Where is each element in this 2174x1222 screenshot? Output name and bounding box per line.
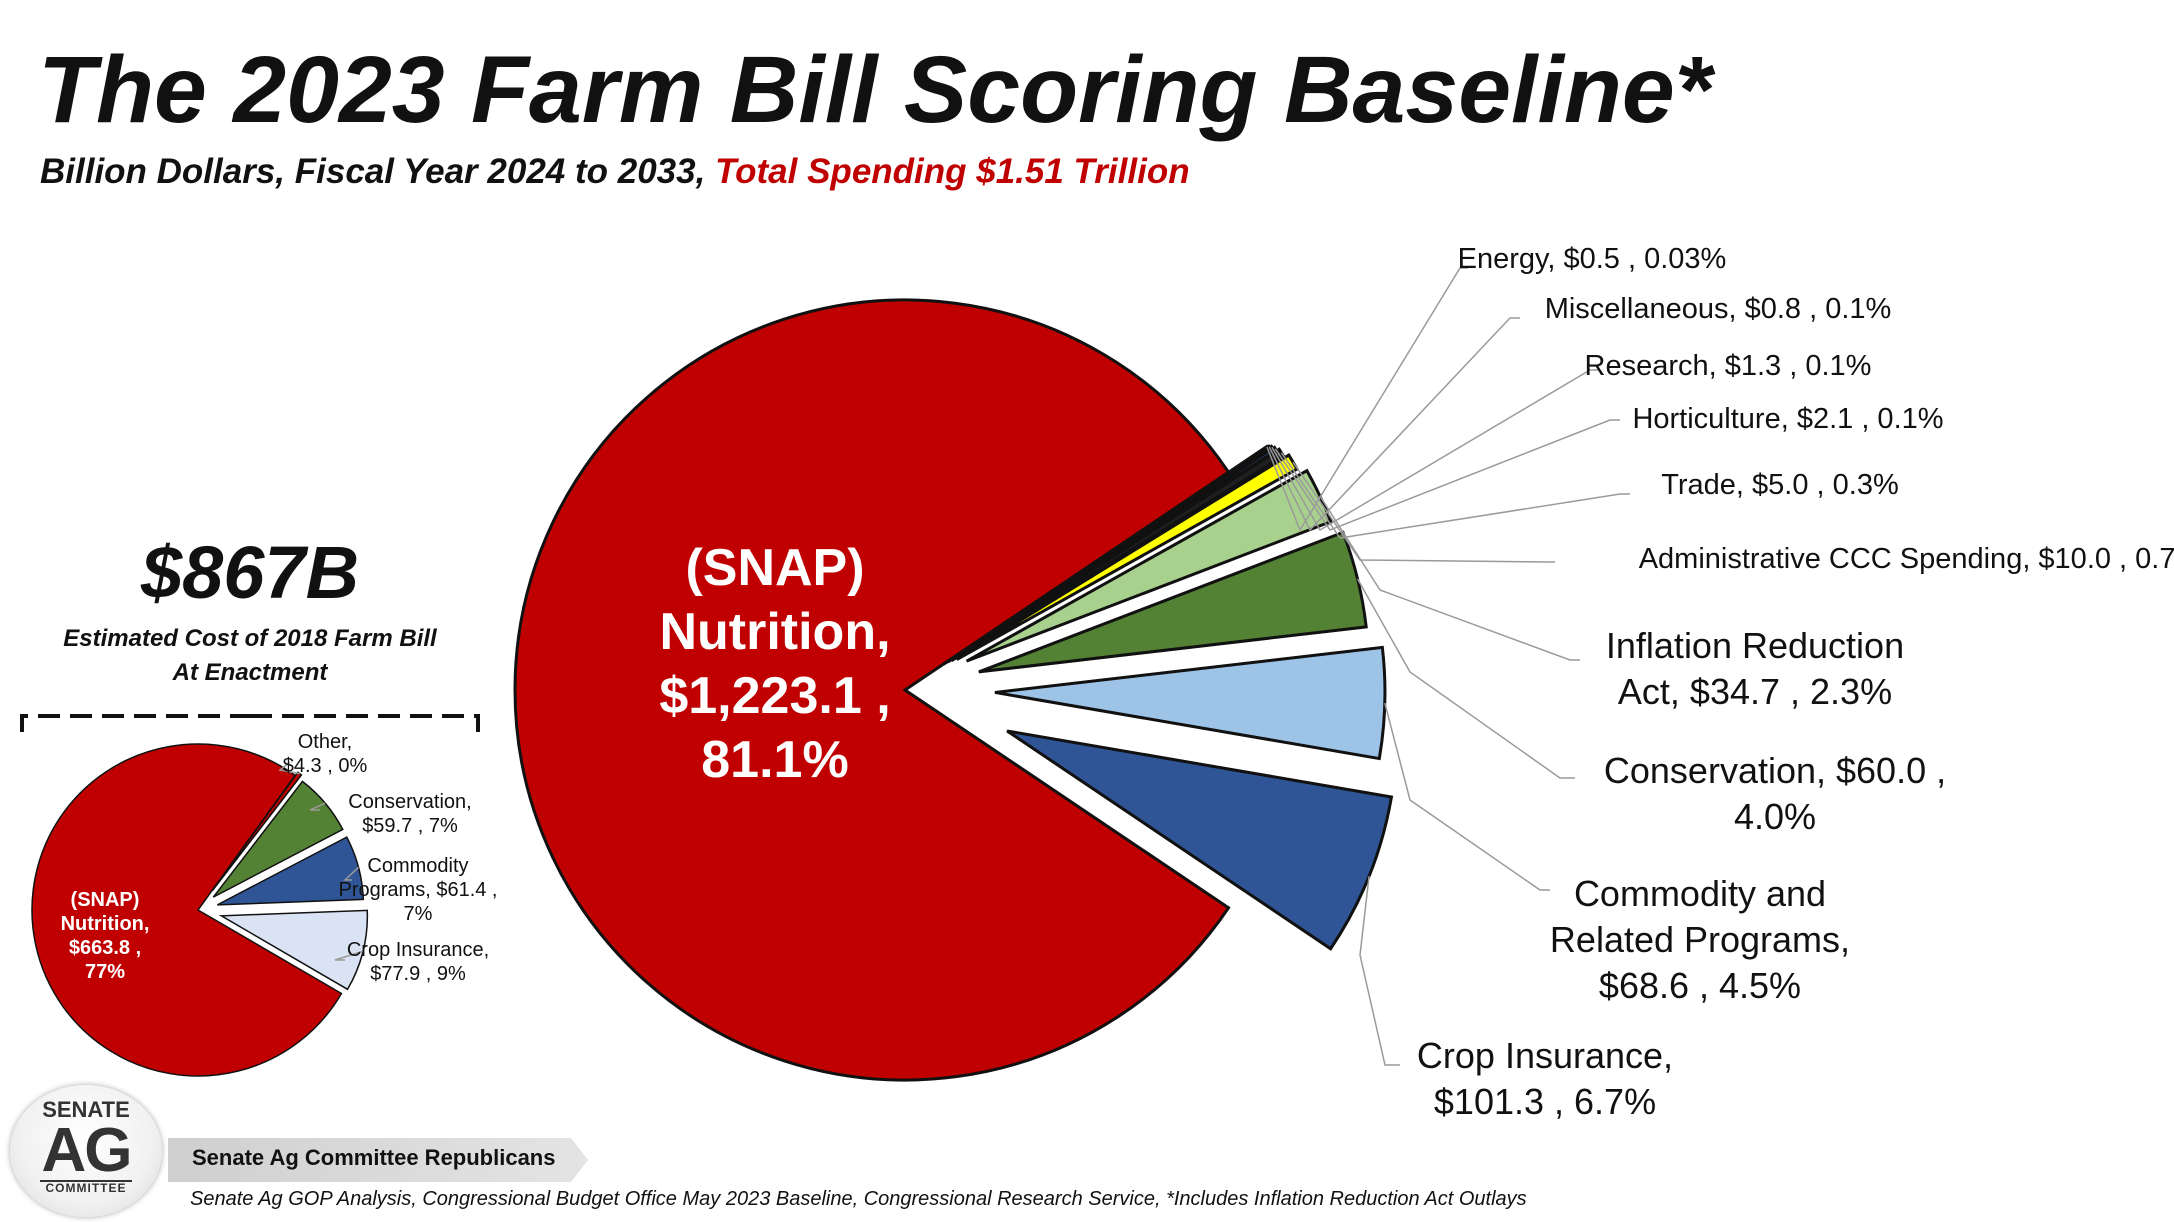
data-label-line: Research, $1.3 , 0.1% bbox=[1585, 350, 1872, 382]
data-label-line: Nutrition, bbox=[659, 603, 890, 661]
data-label-line: $77.9 , 9% bbox=[370, 963, 466, 985]
data-label-line: 77% bbox=[85, 961, 125, 983]
data-label-line: Energy, $0.5 , 0.03% bbox=[1458, 243, 1727, 275]
data-label-commodity-and-related-programs: Commodity and Related Programs, $68.6 , 4.… bbox=[1550, 873, 1850, 1006]
data-label-line: (SNAP) bbox=[685, 539, 864, 597]
footer-source: Senate Ag GOP Analysis, Congressional Bu… bbox=[190, 1188, 1527, 1210]
data-label-line: Miscellaneous, $0.8 , 0.1% bbox=[1545, 293, 1892, 325]
data-label-line: $68.6 , 4.5% bbox=[1599, 965, 1801, 1006]
leader-line-miscellaneous bbox=[1268, 317, 1520, 532]
data-label-line: Nutrition, bbox=[61, 913, 150, 935]
leader-line-trade bbox=[1280, 452, 1630, 539]
comparison-amount: $867B bbox=[140, 531, 360, 614]
main-pie-chart: (SNAP) Nutrition, $1,223.1 , 81.1% Crop Insu… bbox=[513, 243, 2174, 1122]
data-label-line: Crop Insurance, bbox=[1417, 1035, 1673, 1076]
data-label-line: Trade, $5.0 , 0.3% bbox=[1661, 469, 1899, 501]
data-label-horticulture: Horticulture, $2.1 , 0.1% bbox=[1632, 403, 1943, 435]
data-label-crop-insurance: Crop Insurance, $101.3 , 6.7% bbox=[1417, 1035, 1673, 1122]
data-label-line: $1,223.1 , bbox=[659, 667, 890, 725]
logo-top-text: SENATE bbox=[42, 1097, 130, 1122]
data-label-inflation-reduction-act: Inflation Reduction Act, $34.7 , 2.3% bbox=[1606, 625, 1904, 712]
data-label-line: $4.3 , 0% bbox=[283, 755, 368, 777]
leader-line-research bbox=[1271, 369, 1598, 532]
data-label-line: Conservation, bbox=[348, 791, 471, 813]
data-label-crop-insurance: Crop Insurance, $77.9 , 9% bbox=[347, 939, 489, 985]
data-label-line: Act, $34.7 , 2.3% bbox=[1618, 671, 1892, 712]
data-label-line: Administrative CCC Spending, $10.0 , 0.7… bbox=[1639, 543, 2174, 575]
data-label-line: Commodity bbox=[367, 855, 468, 877]
page-title: The 2023 Farm Bill Scoring Baseline* bbox=[38, 37, 1712, 143]
data-label-administrative-ccc-spending: Administrative CCC Spending, $10.0 , 0.7… bbox=[1639, 543, 2174, 575]
leader-line-inflation-reduction-act bbox=[1319, 495, 1580, 661]
comparison-caption: Estimated Cost of 2018 Farm Bill At Enac… bbox=[20, 622, 480, 690]
data-label-miscellaneous: Miscellaneous, $0.8 , 0.1% bbox=[1545, 293, 1892, 325]
pie-slice-inflation-reduction-act bbox=[965, 468, 1333, 663]
data-label-line: Inflation Reduction bbox=[1606, 625, 1904, 666]
leader-line-conservation bbox=[1356, 578, 1575, 779]
small-pie-chart: (SNAP) Nutrition, $663.8 , 77% Crop Insuranc… bbox=[31, 731, 498, 1077]
leader-line-conservation bbox=[309, 802, 326, 811]
leader-line-commodity-and-related-programs bbox=[1384, 702, 1550, 891]
data-label-line: 7% bbox=[404, 903, 433, 925]
logo-middle-text: AG bbox=[41, 1116, 133, 1185]
data-label-research: Research, $1.3 , 0.1% bbox=[1585, 350, 1872, 382]
data-label-line: $59.7 , 7% bbox=[362, 815, 458, 837]
chart-subtitle: Billion Dollars, Fiscal Year 2024 to 203… bbox=[40, 152, 1190, 192]
data-label-conservation: Conservation, $59.7 , 7% bbox=[348, 791, 471, 837]
pie-slice-crop-insurance bbox=[1006, 729, 1394, 951]
data-label-line: Related Programs, bbox=[1550, 919, 1850, 960]
leader-line-energy bbox=[1266, 267, 1468, 532]
pie-slice-other bbox=[211, 771, 303, 892]
data-label-line: (SNAP) bbox=[71, 889, 140, 911]
subtitle-total: Total Spending $1.51 Trillion bbox=[715, 152, 1190, 191]
leader-line-crop-insurance bbox=[334, 950, 364, 961]
logo-bottom-text: COMMITTEE bbox=[45, 1181, 127, 1195]
data-label-line: $101.3 , 6.7% bbox=[1434, 1081, 1656, 1122]
data-label-line: 81.1% bbox=[701, 731, 848, 789]
leader-line-horticulture bbox=[1274, 419, 1620, 531]
data-label-snap-nutrition: (SNAP) Nutrition, $663.8 , 77% bbox=[61, 889, 150, 983]
footer-banner bbox=[168, 1138, 588, 1182]
comparison-bracket bbox=[20, 706, 480, 732]
data-label-line: $663.8 , bbox=[69, 937, 141, 959]
comparison-caption-line2: At Enactment bbox=[172, 659, 328, 686]
data-label-line: 4.0% bbox=[1734, 796, 1816, 837]
pie-slice-snap-nutrition bbox=[513, 298, 1231, 1082]
data-label-line: Conservation, $60.0 , bbox=[1604, 750, 1946, 791]
leader-line-other bbox=[278, 761, 300, 775]
data-label-other: Other, $4.3 , 0% bbox=[283, 731, 368, 777]
data-label-commodity-programs: Commodity Programs, $61.4 , 7% bbox=[339, 855, 498, 925]
data-label-line: Crop Insurance, bbox=[347, 939, 489, 961]
data-label-snap-nutrition: (SNAP) Nutrition, $1,223.1 , 81.1% bbox=[659, 539, 890, 789]
footer-organization: Senate Ag Committee Republicans bbox=[192, 1145, 556, 1170]
data-label-trade: Trade, $5.0 , 0.3% bbox=[1661, 469, 1899, 501]
senate-ag-committee-logo: SENATE AG COMMITTEE bbox=[10, 1085, 162, 1217]
comparison-caption-line1: Estimated Cost of 2018 Farm Bill bbox=[63, 625, 437, 652]
data-label-energy: Energy, $0.5 , 0.03% bbox=[1458, 243, 1727, 275]
data-label-conservation: Conservation, $60.0 , 4.0% bbox=[1604, 750, 1946, 837]
data-label-line: Commodity and bbox=[1574, 873, 1826, 914]
leader-line-commodity-programs bbox=[343, 866, 360, 881]
pie-slice-snap-nutrition bbox=[31, 743, 343, 1077]
pie-slice-commodity-and-related-programs bbox=[994, 645, 1387, 761]
leader-line-administrative-ccc-spending bbox=[1292, 461, 1555, 563]
data-label-line: Programs, $61.4 , bbox=[339, 879, 498, 901]
data-label-line: Other, bbox=[298, 731, 352, 753]
leader-line-crop-insurance bbox=[1359, 876, 1400, 1066]
data-label-line: Horticulture, $2.1 , 0.1% bbox=[1632, 403, 1943, 435]
logo-divider bbox=[40, 1180, 132, 1182]
subtitle-units: Billion Dollars, Fiscal Year 2024 to 203… bbox=[40, 152, 706, 191]
